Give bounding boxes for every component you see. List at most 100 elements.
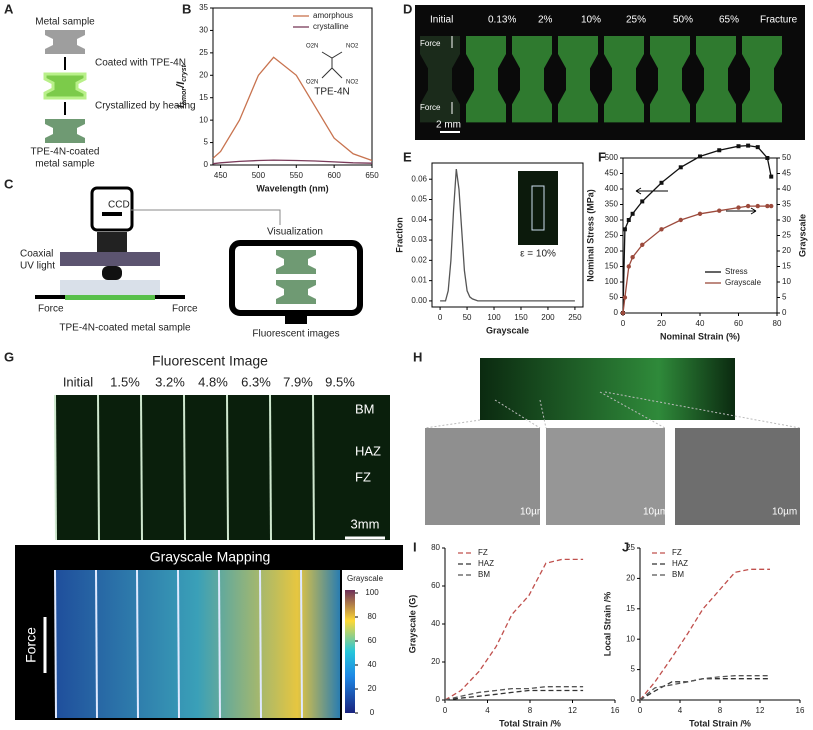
y-tick-label: 25 [199, 48, 208, 57]
scale-label: 10µm [643, 507, 668, 518]
molecule-drawing [321, 51, 343, 79]
series-line [212, 159, 373, 165]
legend-label: FZ [672, 548, 682, 557]
panel-label: D [403, 1, 412, 16]
strain-label: 2% [538, 15, 553, 26]
x-axis-label: Total Strain /% [499, 718, 561, 728]
strain-label: Initial [63, 374, 93, 389]
x-tick-label: 500 [252, 171, 266, 180]
y-axis-label-part: I [175, 104, 187, 108]
inset-box [531, 185, 545, 231]
legend-label: BM [672, 570, 684, 579]
y-tick-label: 0.03 [411, 235, 427, 244]
y2-tick-label: 50 [782, 153, 791, 162]
series-line [444, 558, 584, 701]
y-tick-label: 250 [605, 231, 619, 240]
y-tick-label: 60 [431, 581, 440, 590]
x-tick-label: 8 [718, 706, 723, 715]
step-label: Crystallized by heating [95, 101, 196, 112]
panel-d: Initial 0.13% 2% 10% 25% 50% 65% Fractur… [415, 5, 805, 140]
plot-frame [212, 7, 373, 166]
panel-label: E [403, 149, 412, 164]
legend-label: FZ [478, 548, 488, 557]
zone-label: HAZ [355, 443, 381, 458]
sem-image [675, 428, 800, 525]
x-tick-label: 100 [487, 313, 501, 322]
strain-label: 65% [719, 15, 739, 26]
legend-label: BM [478, 570, 490, 579]
strip-edge [54, 394, 57, 541]
y-axis-label-part: amor [181, 87, 188, 105]
plot-frame [622, 157, 778, 314]
legend-label: amorphous [313, 11, 353, 20]
y-tick-label: 0.04 [411, 215, 427, 224]
x-tick-label: 600 [327, 171, 341, 180]
molecule: O2N NO2 O2N NO2 TPE-4N [306, 44, 359, 98]
marker [769, 174, 774, 179]
zone-label: BM [355, 401, 375, 416]
panel-label: I [413, 539, 417, 554]
y-axis-label: Grayscale (G) [407, 595, 417, 654]
marker [765, 156, 770, 160]
strain-label: 50% [673, 15, 693, 26]
y-tick-label: 50 [609, 293, 618, 302]
label: Visualization [267, 227, 323, 238]
y2-axis-label: Grayscale [797, 214, 807, 257]
arrows [635, 187, 757, 215]
y-tick-label: 10 [199, 115, 208, 124]
force-label: Force [420, 103, 441, 112]
x-tick-label: 16 [796, 706, 805, 715]
label: CCD [108, 200, 130, 211]
colorbar-tick-label: 40 [368, 660, 377, 669]
strip-edge [136, 569, 139, 719]
force-label: Force [420, 39, 441, 48]
marker [640, 199, 645, 204]
x-tick-label: 0 [438, 313, 443, 322]
strip-edge [183, 394, 186, 541]
panel-label: J [622, 539, 629, 554]
series-line [639, 675, 770, 701]
sample [45, 30, 85, 54]
sem-image [546, 428, 665, 525]
y-tick-label: 300 [605, 215, 619, 224]
x-tick-label: 200 [541, 313, 555, 322]
marker [769, 203, 774, 209]
strain-label: Fracture [760, 15, 798, 26]
strip-edge [259, 569, 262, 719]
y-tick-label: 5 [204, 138, 209, 147]
y-tick-label: 25 [626, 543, 635, 552]
x-axis-label: Nominal Strain (%) [660, 331, 740, 341]
y2-tick-label: 5 [782, 293, 787, 302]
y-tick-label: 0.05 [411, 195, 427, 204]
panel-label: C [4, 176, 14, 191]
strip-edge [177, 569, 180, 719]
legend-label: crystalline [313, 22, 349, 31]
x-tick-label: 20 [657, 319, 666, 328]
panel-a: Metal sample Coated with TPE-4N Crystall… [31, 17, 196, 170]
y-tick-label: 450 [605, 169, 619, 178]
legend-label: Grayscale [725, 278, 762, 287]
colorbar-tick-label: 100 [365, 588, 379, 597]
strip-edge [54, 569, 57, 719]
title: Fluorescent Image [152, 353, 268, 369]
x-tick-label: 550 [290, 171, 304, 180]
strip-edge [140, 394, 143, 541]
panel-labels: A B C D E F G H I J [4, 1, 629, 554]
map [55, 570, 340, 718]
y-tick-label: 500 [605, 153, 619, 162]
y-tick-label: 20 [626, 574, 635, 583]
strip-edge [95, 569, 98, 719]
strip-edge [269, 394, 272, 541]
strain-label: 6.3% [241, 374, 271, 389]
stand [285, 316, 307, 324]
force-label: Force [23, 627, 39, 663]
scale-label: 10µm [772, 507, 797, 518]
label: Force [172, 304, 198, 315]
strip-edge [226, 394, 229, 541]
camera [90, 186, 134, 232]
sample [65, 295, 155, 300]
x-axis-label: Grayscale [486, 325, 529, 335]
x-tick-label: 60 [734, 319, 743, 328]
y-tick-label: 30 [199, 26, 208, 35]
